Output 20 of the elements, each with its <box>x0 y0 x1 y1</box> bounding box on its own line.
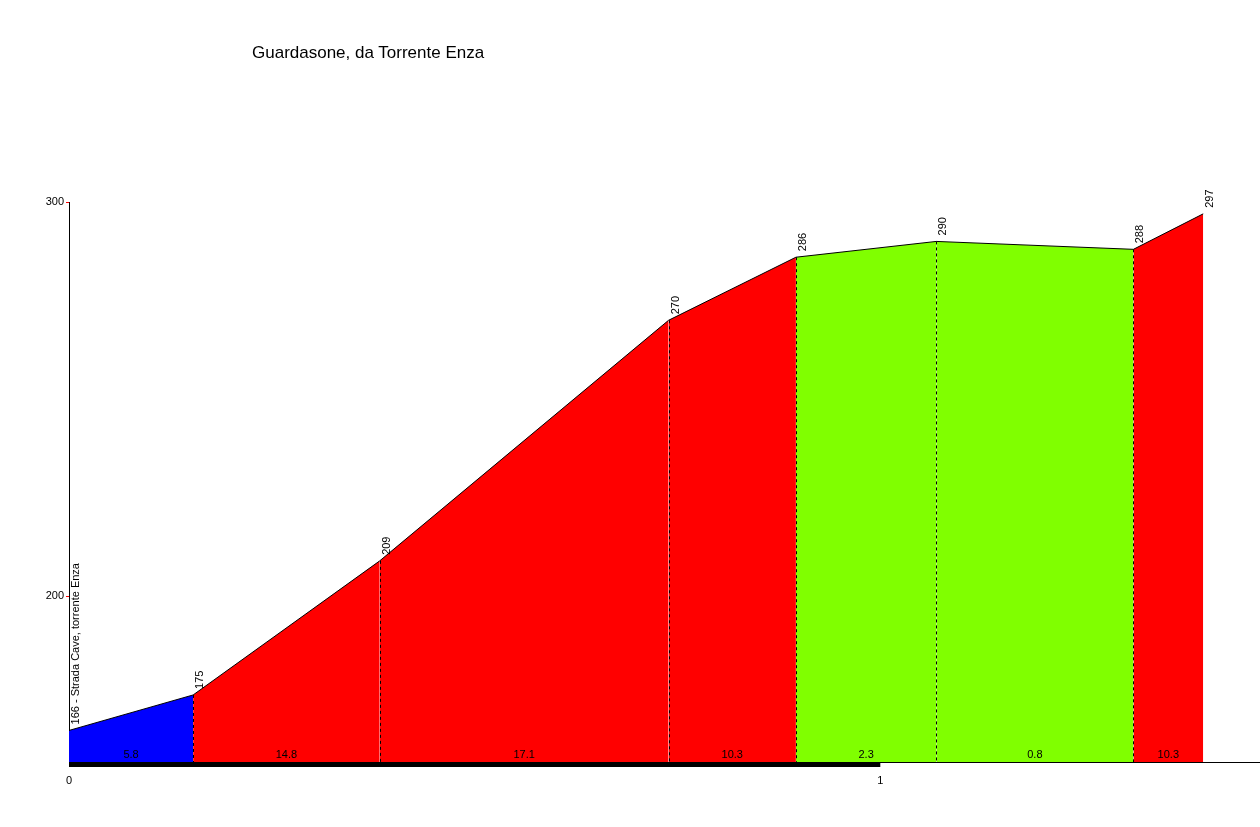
data-label: 286 <box>795 232 808 252</box>
chart-title: Guardasone, da Torrente Enza <box>252 42 485 62</box>
annotation: 10.3 <box>721 747 743 760</box>
data-label: 209 <box>379 536 392 555</box>
data-label: 297 <box>1203 189 1216 208</box>
y-tick-label: 200 <box>45 589 64 602</box>
data-label: 175 <box>193 670 206 689</box>
data-label: 288 <box>1133 224 1146 244</box>
data-label: 270 <box>668 295 681 315</box>
x-tick-label: 1 <box>877 773 884 786</box>
annotation: 0.8 <box>1027 747 1043 760</box>
data-label: 290 <box>936 217 949 236</box>
data-label: 166 - Strada Cave, torrente Enza <box>69 562 82 725</box>
annotation: 17.1 <box>513 747 535 760</box>
annotation: 5.8 <box>123 747 139 760</box>
annotation: 10.3 <box>1157 747 1180 760</box>
x-tick-label: 0 <box>65 773 73 786</box>
y-tick-label: 300 <box>45 195 64 208</box>
annotation: 2.3 <box>858 747 874 760</box>
annotation: 14.8 <box>275 747 298 760</box>
